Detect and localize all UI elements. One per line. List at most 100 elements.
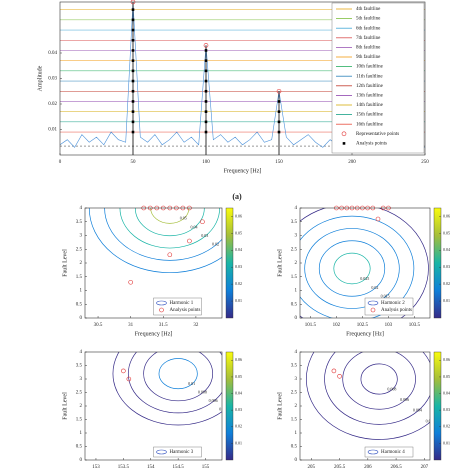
analysis-point bbox=[337, 373, 342, 379]
x-axis-label: Frequency [Hz] bbox=[346, 331, 384, 337]
contour-line bbox=[134, 208, 205, 237]
legend-label: Representative points bbox=[356, 132, 399, 137]
y-tick-label: 4 bbox=[295, 350, 298, 355]
colorbar-tick-label: 0.02 bbox=[235, 424, 242, 429]
y-tick-label: 3 bbox=[295, 377, 298, 382]
y-tick-label: 0.5 bbox=[291, 445, 298, 450]
x-tick-label: 100 bbox=[202, 160, 210, 165]
colorbar-tick-label: 0.01 bbox=[443, 440, 450, 445]
analysis-point bbox=[131, 8, 135, 11]
analysis-point bbox=[131, 49, 135, 52]
contour-line bbox=[306, 352, 430, 440]
analysis-point bbox=[204, 49, 208, 52]
contour-line bbox=[300, 208, 429, 318]
y-tick-label: 1 bbox=[80, 431, 83, 436]
y-tick-label: 3 bbox=[80, 377, 83, 382]
legend-label: Harmonic 2 bbox=[381, 301, 405, 306]
colorbar bbox=[433, 207, 442, 319]
analysis-point bbox=[131, 38, 135, 42]
colorbar-tick-label: 0.03 bbox=[235, 407, 242, 412]
x-tick-label: 103 bbox=[385, 323, 393, 328]
x-tick-label: 0 bbox=[59, 160, 62, 165]
x-tick-label: 101.5 bbox=[305, 323, 317, 328]
x-tick-label: 200 bbox=[348, 160, 356, 165]
legend-label: 15th faultline bbox=[356, 113, 384, 118]
y-tick-label: 3.5 bbox=[291, 220, 298, 225]
contour-label: 0.05 bbox=[180, 216, 187, 221]
x-tick-label: 207 bbox=[421, 465, 429, 470]
contour-line bbox=[342, 352, 416, 410]
analysis-point bbox=[128, 279, 133, 285]
y-tick-label: 0 bbox=[295, 316, 298, 321]
x-axis-label: Frequency [Hz] bbox=[135, 331, 173, 337]
legend-label: 14th faultline bbox=[356, 103, 384, 108]
x-tick-label: 30.5 bbox=[94, 323, 103, 328]
y-tick-label: 3 bbox=[80, 234, 83, 239]
contour-line bbox=[300, 215, 415, 318]
y-axis-label: Amplitude bbox=[37, 65, 43, 91]
analysis-point bbox=[131, 110, 135, 113]
contour-line bbox=[324, 352, 430, 425]
x-tick-label: 155 bbox=[202, 465, 210, 470]
legend-label: 4th faultline bbox=[356, 7, 381, 12]
legend-swatch bbox=[370, 307, 376, 313]
analysis-point bbox=[121, 368, 126, 374]
x-tick-label: 150 bbox=[275, 160, 283, 165]
contour-label: 0.006 bbox=[400, 397, 409, 402]
colorbar-tick-label: 0.01 bbox=[443, 298, 450, 303]
y-tick-label: 0.5 bbox=[76, 445, 83, 450]
x-tick-label: 153 bbox=[92, 465, 100, 470]
contours: 0.002 0.004 0.006 0.008 bbox=[306, 352, 435, 440]
contour-label: 0.004 bbox=[219, 407, 228, 412]
y-axis-label: Fault Level bbox=[277, 392, 283, 420]
analysis-point bbox=[131, 100, 135, 103]
colorbar-tick-label: 0.06 bbox=[443, 357, 450, 362]
legend-box bbox=[364, 297, 414, 316]
colorbar-tick-label: 0.04 bbox=[235, 247, 242, 252]
x-tick-label: 250 bbox=[421, 160, 429, 165]
analysis-point bbox=[204, 89, 208, 93]
y-tick-label: 3.5 bbox=[76, 220, 83, 225]
contour-label: 0.008 bbox=[198, 390, 207, 395]
contour-line bbox=[333, 252, 371, 285]
y-tick-label: 1.5 bbox=[291, 275, 298, 280]
contour-label: 0.002 bbox=[426, 418, 435, 423]
analysis-point bbox=[331, 368, 337, 374]
legend-label: 9th faultline bbox=[356, 55, 381, 60]
y-tick-label: 1.5 bbox=[76, 275, 83, 280]
contour-label: 0.008 bbox=[387, 387, 396, 392]
legend-swatch bbox=[156, 300, 167, 306]
legend-swatch bbox=[159, 307, 164, 313]
colorbar-tick-label: 0.03 bbox=[443, 264, 450, 269]
y-tick-label: 0.04 bbox=[48, 51, 57, 56]
contour-line bbox=[104, 208, 222, 261]
analysis-point bbox=[200, 219, 205, 225]
x-tick-label: 31 bbox=[128, 323, 134, 328]
y-tick-label: 2 bbox=[295, 404, 298, 409]
contour-label: 0.04 bbox=[190, 224, 197, 229]
contour-label: 0.025 bbox=[360, 276, 369, 281]
colorbar-tick-label: 0.04 bbox=[443, 247, 450, 252]
contour-line bbox=[119, 208, 221, 249]
x-tick-label: 102.5 bbox=[357, 323, 369, 328]
analysis-point bbox=[187, 238, 192, 244]
colorbar-tick-label: 0.04 bbox=[235, 390, 242, 395]
colorbar bbox=[433, 351, 442, 461]
analysis-point bbox=[131, 69, 135, 73]
colorbar-tick-label: 0.05 bbox=[235, 230, 242, 235]
legend-label: 13th faultline bbox=[356, 94, 384, 99]
caption: (a) bbox=[232, 192, 242, 201]
x-tick-label: 103.5 bbox=[409, 323, 421, 328]
x-tick-label: 154.5 bbox=[173, 465, 185, 470]
contour-label: 0.006 bbox=[209, 398, 218, 403]
y-tick-label: 1.5 bbox=[76, 418, 83, 423]
y-tick-label: 4 bbox=[80, 206, 83, 211]
legend-label: Harmonic 1 bbox=[170, 301, 194, 306]
y-tick-label: 3 bbox=[295, 234, 298, 239]
colorbar bbox=[225, 207, 234, 319]
x-tick-label: 31.5 bbox=[159, 323, 168, 328]
contour-label: 0.02 bbox=[371, 285, 378, 290]
legend-box bbox=[153, 446, 202, 458]
y-tick-label: 2 bbox=[80, 261, 83, 266]
